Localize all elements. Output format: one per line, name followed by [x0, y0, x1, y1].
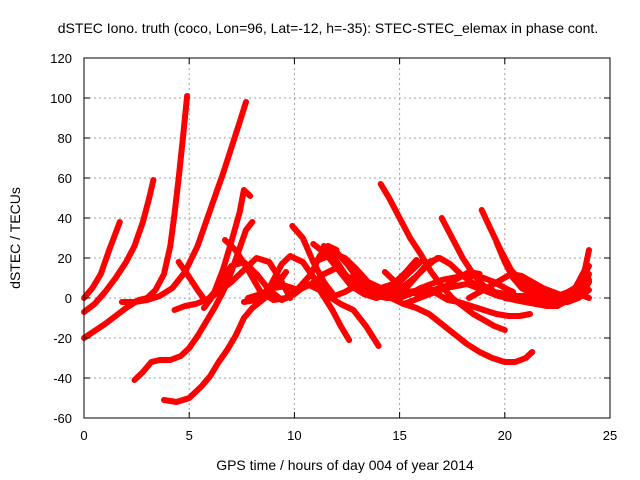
x-tick-label: 5: [186, 428, 193, 443]
series-line-9: [200, 259, 353, 343]
y-tick-label: 0: [65, 291, 72, 306]
series-layer: [81, 93, 592, 405]
y-tick-label: 60: [58, 171, 72, 186]
series-line-33: [539, 271, 592, 303]
series-line-1: [81, 219, 123, 301]
y-axis-label: dSTEC / TECUs: [7, 187, 23, 289]
plot-frame: [83, 57, 611, 419]
y-tick-label: 100: [50, 91, 72, 106]
series-line-21: [381, 269, 533, 319]
series-line-30: [512, 247, 592, 309]
gridlines: [84, 58, 610, 418]
x-tick-label: 25: [603, 428, 617, 443]
y-tick-label: -20: [53, 331, 72, 346]
x-tick-label: 20: [498, 428, 512, 443]
x-tick-label: 15: [392, 428, 406, 443]
axis-ticks: [83, 57, 611, 419]
series-line-24: [400, 281, 525, 307]
series-line-2: [81, 177, 157, 315]
x-tick-label: 10: [287, 428, 301, 443]
y-tick-labels: -60 -40 -20 0 20 40 60 80 100 120: [50, 51, 72, 426]
series-line-4: [118, 99, 249, 305]
x-tick-labels: 0 5 10 15 20 25: [80, 428, 617, 443]
series-line-19: [365, 285, 536, 365]
y-tick-label: 80: [58, 131, 72, 146]
y-tick-label: 120: [50, 51, 72, 66]
chart-title: dSTEC Iono. truth (coco, Lon=96, Lat=-12…: [58, 20, 598, 36]
x-tick-label: 0: [80, 428, 87, 443]
y-tick-label: 40: [58, 211, 72, 226]
series-line-20: [377, 181, 508, 333]
x-axis-label: GPS time / hours of day 004 of year 2014: [216, 457, 474, 473]
series-line-3: [81, 93, 191, 341]
y-tick-label: -40: [53, 371, 72, 386]
y-tick-label: 20: [58, 251, 72, 266]
y-tick-label: -60: [53, 411, 72, 426]
series-line-7: [171, 255, 294, 313]
